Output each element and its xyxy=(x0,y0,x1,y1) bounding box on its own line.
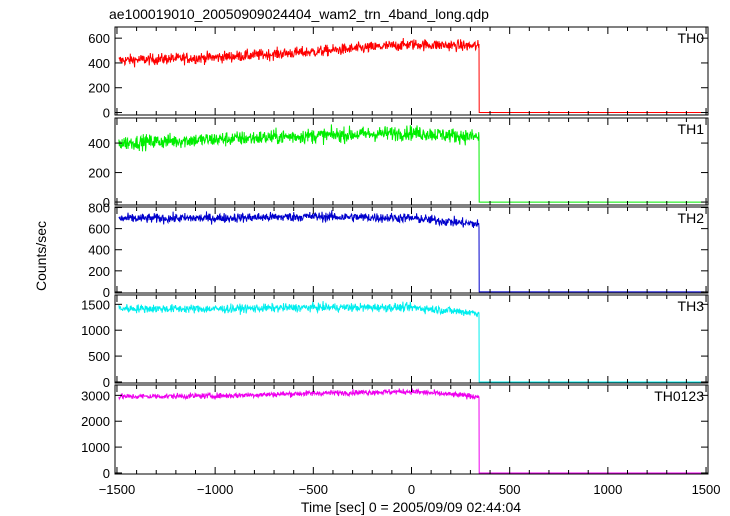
panel-th2: 0 200 400 600 800 TH2 xyxy=(88,201,709,300)
y-tick-label: 0 xyxy=(103,106,110,121)
y-tick-label: 200 xyxy=(88,264,110,279)
x-tick-label: 1500 xyxy=(692,482,721,497)
panel-label-th3: TH3 xyxy=(678,298,705,314)
y-tick-label: 800 xyxy=(88,201,110,216)
x-tick-label: 1000 xyxy=(593,482,622,497)
x-tick-label: 500 xyxy=(499,482,521,497)
y-tick-label: 0 xyxy=(103,466,110,481)
panel-frame xyxy=(114,26,709,116)
x-axis: −1500 −1000 −500 0 500 1000 1500 xyxy=(99,482,721,497)
panel-label-th1: TH1 xyxy=(678,121,705,137)
panel-th1: 0 200 400 TH1 xyxy=(88,117,709,210)
y-tick-label: 1000 xyxy=(81,323,110,338)
series-th1-line xyxy=(118,124,705,203)
y-tick-label: 0 xyxy=(103,285,110,300)
x-axis-label: Time [sec] 0 = 2005/09/09 02:44:04 xyxy=(301,499,521,515)
x-tick-label: −500 xyxy=(299,482,328,497)
y-tick-label: 400 xyxy=(88,243,110,258)
y-tick-label: 400 xyxy=(88,136,110,151)
y-tick-label: 0 xyxy=(103,375,110,390)
x-tick-label: −1500 xyxy=(99,482,136,497)
panel-frame xyxy=(114,294,709,384)
panel-label-th2: TH2 xyxy=(678,210,705,226)
y-tick-label: 200 xyxy=(88,166,110,181)
chart-title: ae100019010_20050909024404_wam2_trn_4ban… xyxy=(109,6,489,22)
x-tick-label: −1000 xyxy=(197,482,234,497)
panel-label-th0123: TH0123 xyxy=(654,388,704,404)
y-tick-label: 400 xyxy=(88,56,110,71)
y-tick-label: 1500 xyxy=(81,297,110,312)
series-th2-line xyxy=(118,210,705,293)
y-tick-label: 200 xyxy=(88,81,110,96)
panel-th3: 0 500 1000 1500 TH3 xyxy=(81,294,709,390)
series-th0-line xyxy=(118,37,705,113)
panel-frame xyxy=(114,384,709,475)
panel-th0123: 0 1000 2000 3000 TH0123 xyxy=(81,384,709,481)
y-tick-label: 2000 xyxy=(81,414,110,429)
series-th3-line xyxy=(118,301,705,383)
series-th0123-line xyxy=(118,387,705,474)
y-tick-label: 1000 xyxy=(81,440,110,455)
y-tick-label: 600 xyxy=(88,222,110,237)
panel-label-th0: TH0 xyxy=(678,30,705,46)
y-tick-label: 3000 xyxy=(81,388,110,403)
y-tick-label: 0 xyxy=(103,195,110,210)
y-axis-label: Counts/sec xyxy=(33,221,49,291)
y-tick-label: 600 xyxy=(88,31,110,46)
x-tick-label: 0 xyxy=(408,482,415,497)
y-tick-label: 500 xyxy=(88,349,110,364)
panel-th0: 0 200 400 600 TH0 xyxy=(88,26,709,121)
